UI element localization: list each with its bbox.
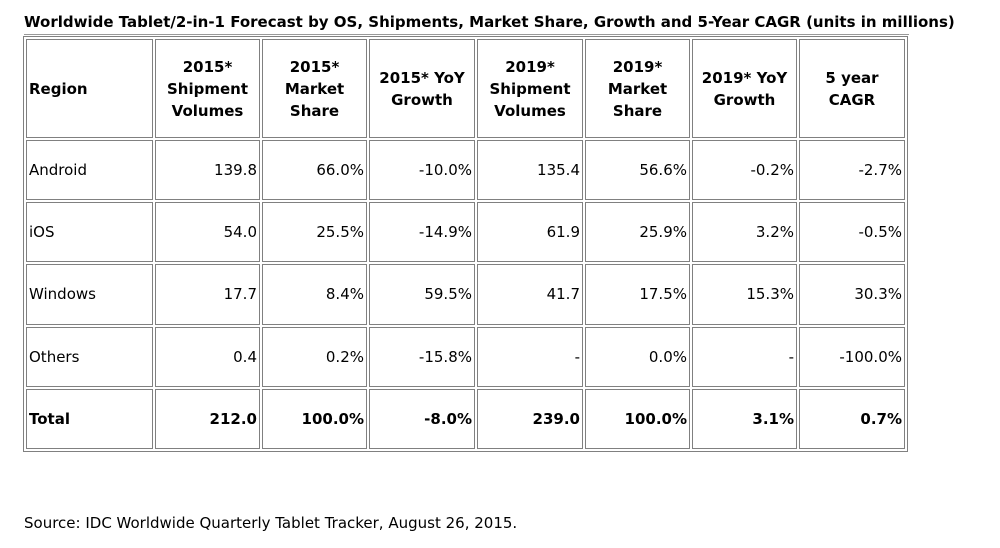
table-cell: -0.2% — [692, 140, 797, 201]
table-cell: 15.3% — [692, 264, 797, 325]
source-note: Source: IDC Worldwide Quarterly Tablet T… — [24, 514, 518, 532]
table-cell: 100.0% — [585, 388, 690, 449]
table-cell: 17.7 — [155, 264, 260, 325]
table-cell: 41.7 — [477, 264, 583, 325]
table-cell: 239.0 — [477, 388, 583, 449]
table-cell: - — [692, 326, 797, 387]
column-header-2019-market-share: 2019* Market Share — [585, 39, 690, 138]
table-cell: -15.8% — [369, 326, 475, 387]
table-cell: - — [477, 326, 583, 387]
header-row: Region 2015* Shipment Volumes 2015* Market S… — [26, 39, 905, 138]
column-header-region: Region — [26, 39, 153, 138]
table-cell: 17.5% — [585, 264, 690, 325]
table-cell: 25.5% — [262, 202, 367, 263]
table-cell: -2.7% — [799, 140, 905, 201]
column-header-2015-yoy-growth: 2015* YoY Growth — [369, 39, 475, 138]
table-cell: 56.6% — [585, 140, 690, 201]
column-header-5-year-cagr: 5 year CAGR — [799, 39, 905, 138]
row-label: iOS — [26, 202, 153, 263]
table-row-total: Total 212.0 100.0% -8.0% 239.0 100.0% 3.… — [26, 388, 905, 449]
column-header-2015-shipment-volumes: 2015* Shipment Volumes — [155, 39, 260, 138]
table-cell: 135.4 — [477, 140, 583, 201]
row-label: Total — [26, 388, 153, 449]
row-label: Windows — [26, 264, 153, 325]
table-cell: 61.9 — [477, 202, 583, 263]
column-header-2015-market-share: 2015* Market Share — [262, 39, 367, 138]
table-cell: -100.0% — [799, 326, 905, 387]
table-cell: 54.0 — [155, 202, 260, 263]
table-row-windows: Windows 17.7 8.4% 59.5% 41.7 17.5% 15.3%… — [26, 264, 905, 325]
row-label: Others — [26, 326, 153, 387]
table-title: Worldwide Tablet/2-in-1 Forecast by OS, … — [24, 13, 955, 31]
table-row-others: Others 0.4 0.2% -15.8% - 0.0% - -100.0% — [26, 326, 905, 387]
table-cell: -14.9% — [369, 202, 475, 263]
table-cell: 0.2% — [262, 326, 367, 387]
table-cell: 30.3% — [799, 264, 905, 325]
table-cell: 212.0 — [155, 388, 260, 449]
row-label: Android — [26, 140, 153, 201]
table-row-ios: iOS 54.0 25.5% -14.9% 61.9 25.9% 3.2% -0… — [26, 202, 905, 263]
table-cell: 0.7% — [799, 388, 905, 449]
title-divider — [24, 34, 909, 35]
table-cell: 0.4 — [155, 326, 260, 387]
table-row-android: Android 139.8 66.0% -10.0% 135.4 56.6% -… — [26, 140, 905, 201]
table-cell: 59.5% — [369, 264, 475, 325]
table-cell: 0.0% — [585, 326, 690, 387]
table-cell: 3.1% — [692, 388, 797, 449]
column-header-2019-shipment-volumes: 2019* Shipment Volumes — [477, 39, 583, 138]
table-cell: 3.2% — [692, 202, 797, 263]
column-header-2019-yoy-growth: 2019* YoY Growth — [692, 39, 797, 138]
table-cell: 100.0% — [262, 388, 367, 449]
table-cell: 139.8 — [155, 140, 260, 201]
table-cell: 8.4% — [262, 264, 367, 325]
table-cell: 25.9% — [585, 202, 690, 263]
table-cell: -0.5% — [799, 202, 905, 263]
table-cell: -8.0% — [369, 388, 475, 449]
table-cell: -10.0% — [369, 140, 475, 201]
forecast-table: Region 2015* Shipment Volumes 2015* Market S… — [23, 36, 908, 452]
table-cell: 66.0% — [262, 140, 367, 201]
